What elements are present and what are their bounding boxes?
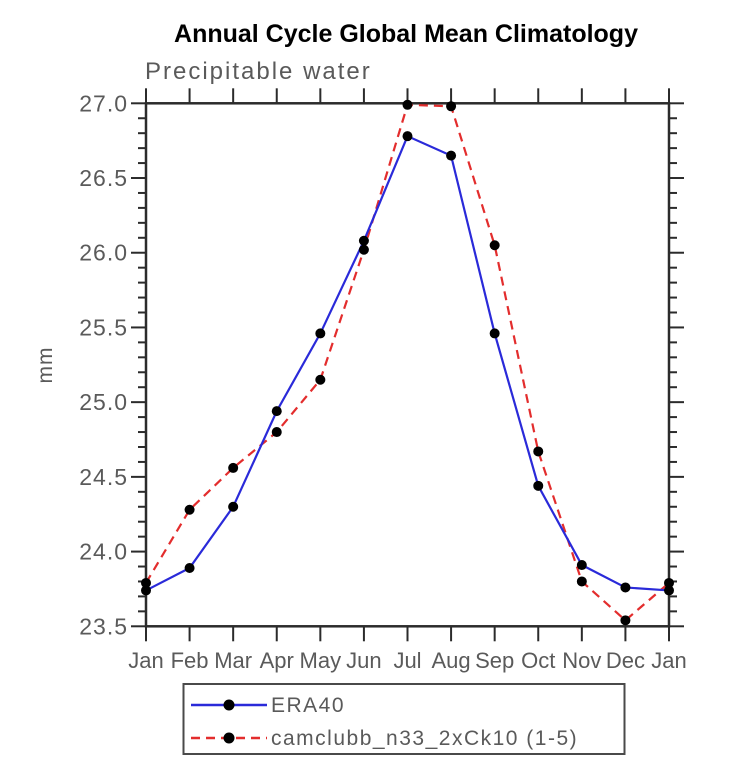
legend-label-era40: ERA40 [271, 694, 345, 717]
x-tick-label: Oct [521, 648, 555, 673]
series-line-camclubb_n33_2xck10 [145, 103, 670, 622]
series-markers-camclubb_n33_2xck10 [141, 99, 674, 626]
y-axis-ticks [131, 102, 684, 628]
x-tick-label: Dec [606, 648, 645, 673]
y-tick-label: 26.5 [79, 165, 128, 191]
y-tick-label: 24.5 [79, 464, 128, 490]
y-tick-label: 24.0 [79, 539, 128, 565]
x-axis-labels: Jan Feb Mar Apr May Jun Jul Aug Sep Oct Nov Dec Jan [128, 648, 686, 673]
x-tick-label: Feb [171, 648, 209, 673]
legend-box [182, 683, 626, 755]
legend-label-camclubb: camclubb_n33_2xCk10 (1-5) [271, 727, 578, 750]
series-markers-era40 [141, 131, 674, 596]
series-layer [141, 99, 674, 626]
x-tick-label: Sep [475, 648, 514, 673]
chart-title: Annual Cycle Global Mean Climatology [174, 20, 638, 48]
y-axis-unit-label: mm [34, 347, 57, 384]
x-tick-label: May [300, 648, 342, 673]
legend: ERA40 camclubb_n33_2xCk10 (1-5) [182, 683, 626, 755]
y-tick-label: 25.0 [79, 389, 128, 415]
y-axis-labels: 23.5 24.0 24.5 25.0 25.5 26.0 26.5 27.0 [79, 90, 128, 639]
chart-subtitle: Precipitable water [145, 58, 372, 85]
x-axis-ticks [145, 88, 670, 642]
plot-frame [144, 102, 671, 628]
y-tick-label: 25.5 [79, 314, 128, 340]
x-tick-label: Jun [346, 648, 381, 673]
x-tick-label: Jan [128, 648, 163, 673]
x-tick-label: Jul [393, 648, 421, 673]
x-tick-label: Apr [260, 648, 294, 673]
y-tick-label: 26.0 [79, 240, 128, 266]
legend-marker-era40 [223, 699, 235, 711]
x-tick-label: Nov [562, 648, 601, 673]
x-tick-label: Jan [651, 648, 686, 673]
y-tick-label: 23.5 [79, 613, 128, 639]
legend-marker-camclubb [223, 732, 235, 744]
series-line-era40 [145, 134, 670, 592]
x-tick-label: Mar [214, 648, 252, 673]
y-tick-label: 27.0 [79, 90, 128, 116]
x-tick-label: Aug [432, 648, 471, 673]
